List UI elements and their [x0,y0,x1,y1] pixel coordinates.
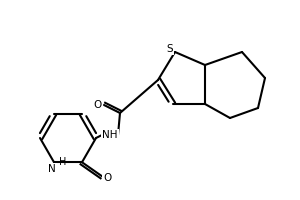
Text: S: S [167,44,173,54]
Text: NH: NH [102,130,118,140]
Text: O: O [94,100,102,110]
Text: N: N [48,164,56,174]
Text: H: H [59,157,66,167]
Text: O: O [103,173,111,183]
